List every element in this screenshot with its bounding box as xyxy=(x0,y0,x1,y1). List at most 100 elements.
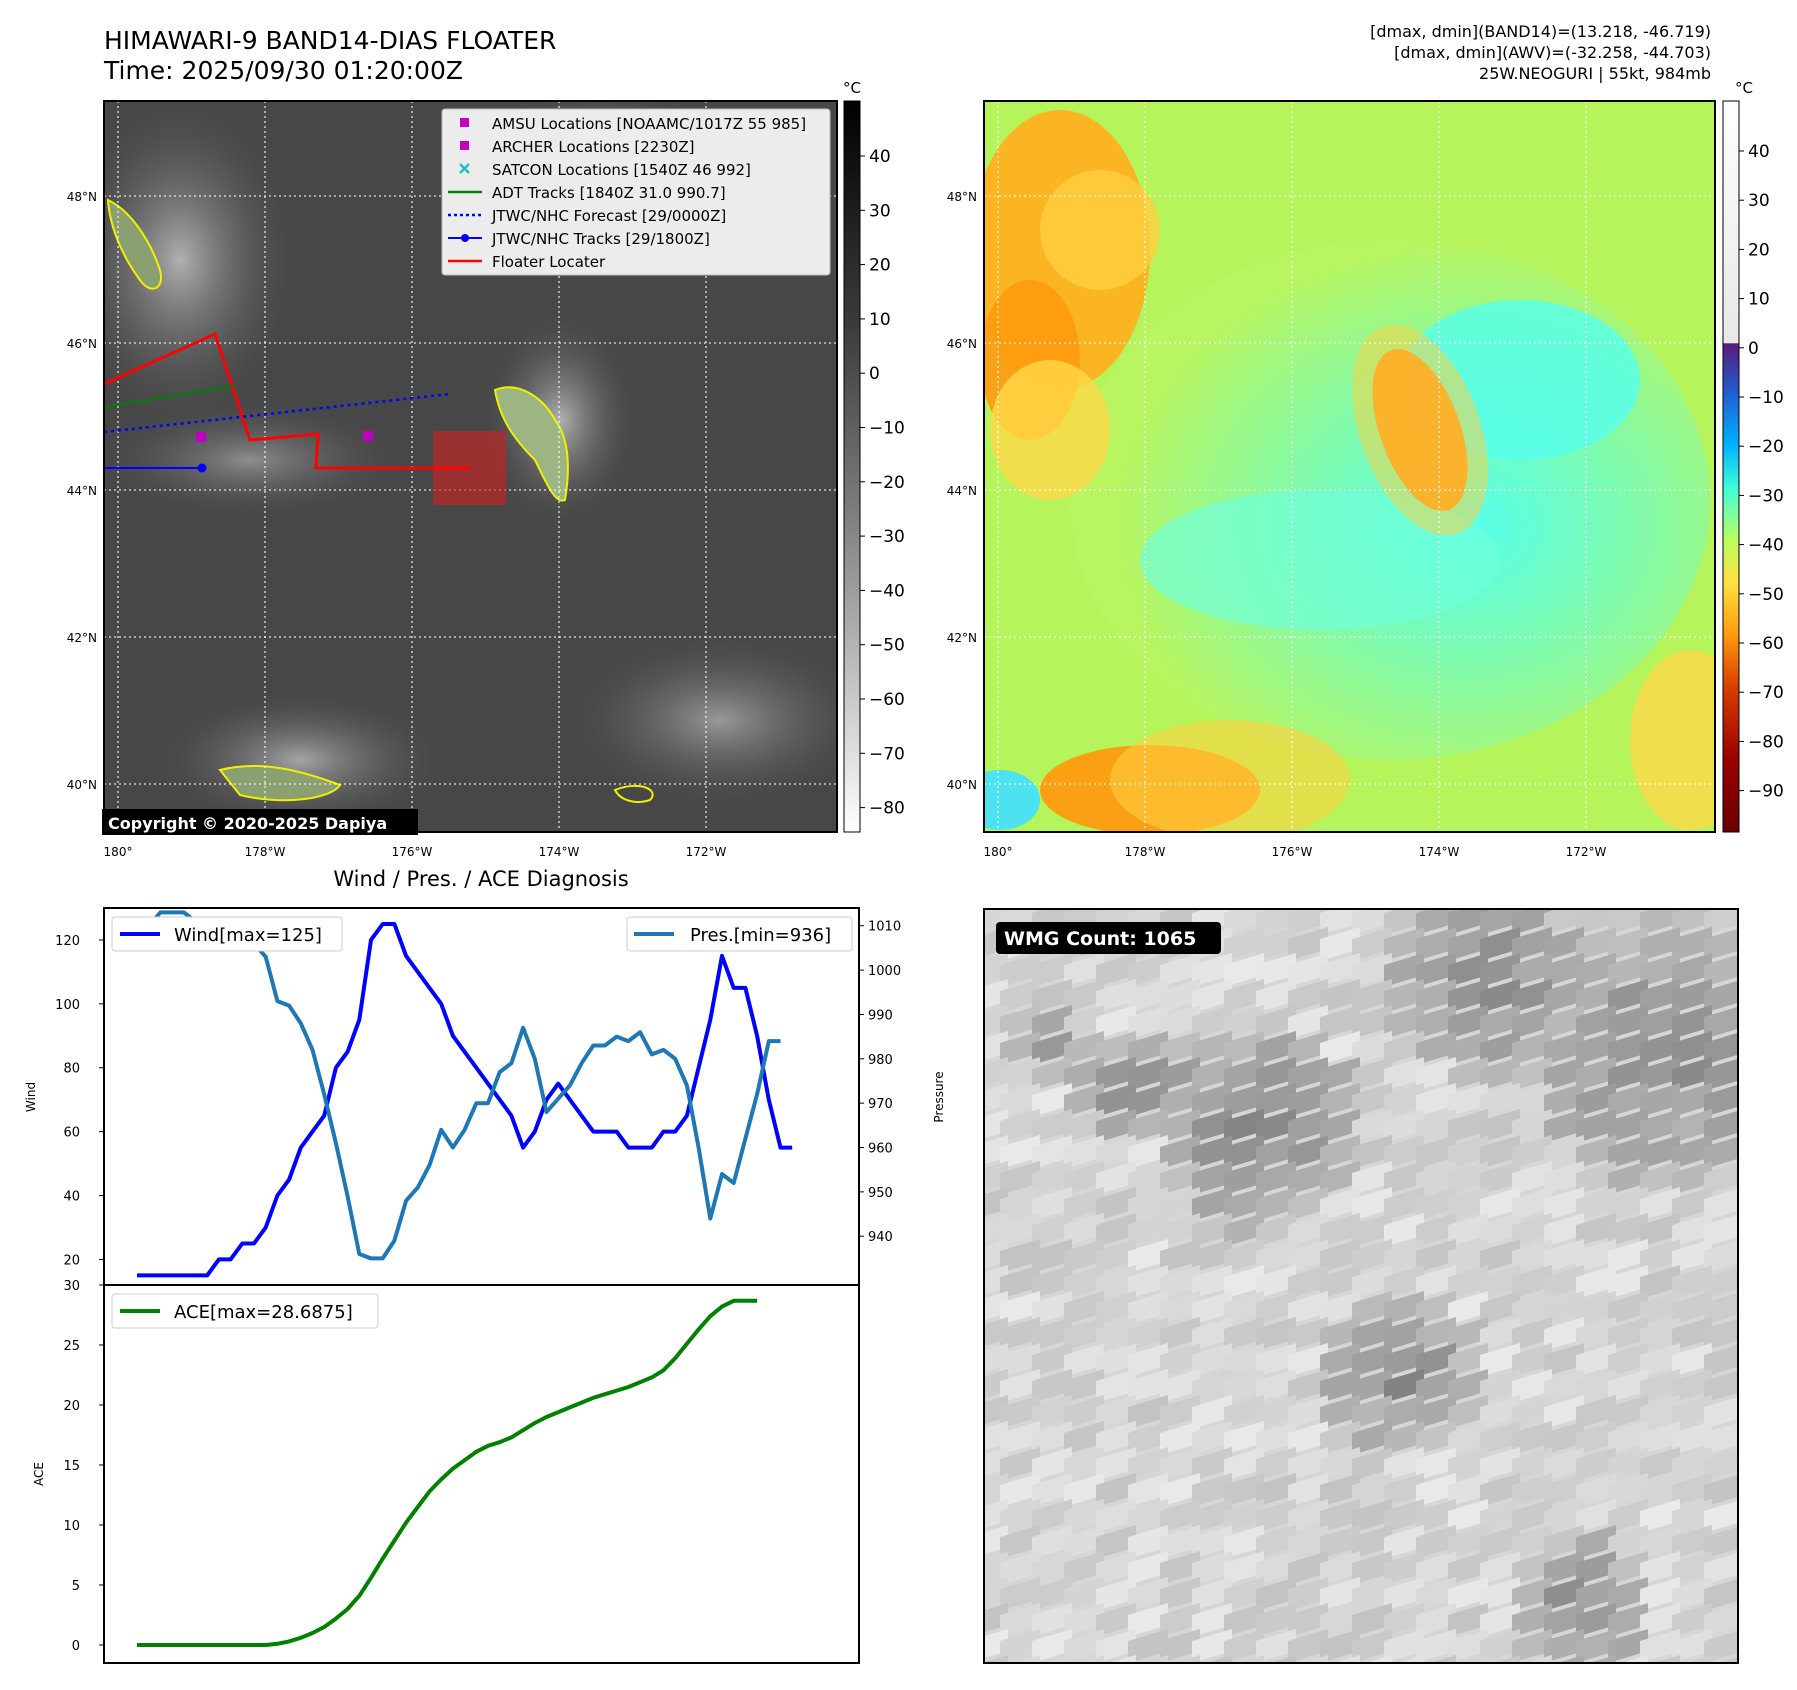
wmg-tile xyxy=(1480,1083,1520,1117)
colorbar-tick-label: −30 xyxy=(869,527,905,547)
wmg-tile xyxy=(1576,1499,1616,1533)
wmg-tile xyxy=(1192,1291,1232,1325)
wmg-tile xyxy=(1544,1187,1584,1221)
wmg-tile xyxy=(1160,1447,1200,1481)
wmg-tile xyxy=(1640,1447,1680,1481)
wmg-tile xyxy=(1320,1239,1360,1273)
wmg-tile xyxy=(1064,1109,1104,1143)
wmg-tile xyxy=(1000,1447,1040,1481)
wmg-tile xyxy=(1160,953,1200,987)
wmg-tile xyxy=(1320,909,1360,935)
wmg-tile xyxy=(1576,1213,1616,1247)
wmg-tile xyxy=(1160,1031,1200,1065)
wmg-tile xyxy=(1256,1161,1296,1195)
wmg-tile xyxy=(1589,1655,1616,1663)
colorbar-tick-label: −10 xyxy=(869,419,905,439)
colorbar-tick-label: −80 xyxy=(1748,732,1784,752)
pressure-tick-label: 1000 xyxy=(868,964,901,979)
wmg-tile xyxy=(1224,1109,1264,1143)
wmg-tile xyxy=(1480,927,1520,961)
wmg-tile xyxy=(1192,1005,1232,1039)
wmg-tile xyxy=(1416,1525,1456,1559)
wmg-tile xyxy=(1640,1629,1680,1663)
wmg-tile xyxy=(1608,1473,1648,1507)
wmg-tile xyxy=(1256,1603,1296,1637)
wmg-tile xyxy=(1032,1135,1072,1169)
wmg-tile xyxy=(1064,1005,1104,1039)
wmg-tile xyxy=(1448,1629,1488,1663)
wmg-tile xyxy=(1448,1603,1488,1637)
wmg-tile xyxy=(1045,1655,1072,1663)
wmg-tile xyxy=(1032,1005,1072,1039)
wmg-tile xyxy=(1672,1525,1712,1559)
wmg-tile xyxy=(1160,1109,1200,1143)
wmg-tile xyxy=(1448,1265,1488,1299)
wmg-tile xyxy=(1704,1344,1738,1377)
wmg-tile xyxy=(1512,1239,1552,1273)
wmg-tile xyxy=(1288,1135,1328,1169)
wmg-tile xyxy=(1256,1317,1296,1351)
wmg-tile xyxy=(1192,953,1232,987)
wmg-tile xyxy=(1384,1343,1424,1377)
wmg-tile xyxy=(1384,927,1424,961)
wmg-tile xyxy=(1672,979,1712,1013)
wmg-tile xyxy=(1512,909,1552,935)
wmg-tile xyxy=(1480,1317,1520,1351)
wmg-tile xyxy=(1704,954,1738,987)
wmg-tile xyxy=(1512,1161,1552,1195)
wmg-tile xyxy=(1256,1577,1296,1611)
wmg-tile xyxy=(1576,1057,1616,1091)
pressure-legend: Pres.[min=936] xyxy=(626,916,853,952)
wind-tick-label: 80 xyxy=(63,1062,80,1077)
wmg-tile xyxy=(1032,1109,1072,1143)
wmg-tile xyxy=(1096,1447,1136,1481)
wmg-tile xyxy=(1000,1135,1040,1169)
wmg-tile xyxy=(1128,1447,1168,1481)
wmg-tile xyxy=(1608,979,1648,1013)
wmg-tile xyxy=(1717,1656,1738,1663)
wmg-tile xyxy=(1288,1109,1328,1143)
legend-marker-x xyxy=(459,163,470,174)
colorbar-tick-label: 30 xyxy=(1748,191,1770,211)
wmg-tile xyxy=(1704,1266,1738,1299)
wmg-tile xyxy=(1000,1577,1040,1611)
wind-legend: Wind[max=125] xyxy=(111,916,343,952)
ir-lat-label: 40°N xyxy=(67,778,97,792)
wmg-tile xyxy=(1352,909,1392,935)
wmg-tile xyxy=(1608,1317,1648,1351)
jtwc-forecast-track xyxy=(103,392,451,434)
wmg-tile xyxy=(1032,1161,1072,1195)
wmg-tile xyxy=(1192,1473,1232,1507)
wmg-tile xyxy=(1320,1603,1360,1637)
wmg-tile xyxy=(1480,1577,1520,1611)
wmg-tile xyxy=(1416,1161,1456,1195)
pressure-tick-label: 1010 xyxy=(868,920,901,935)
wmg-tile xyxy=(1576,1577,1616,1611)
wmg-tile xyxy=(1384,1499,1424,1533)
wmg-tile xyxy=(1512,1343,1552,1377)
wind-tick-label: 100 xyxy=(55,998,80,1013)
wmg-tile xyxy=(1352,1135,1392,1169)
wmg-tile xyxy=(1128,1057,1168,1091)
wmg-tile xyxy=(1000,953,1040,987)
wmg-tile xyxy=(1224,1265,1264,1299)
wmg-tile xyxy=(1064,1239,1104,1273)
wmg-tile xyxy=(1704,1214,1738,1247)
wmg-tile xyxy=(1256,1239,1296,1273)
wmg-tile xyxy=(1160,1317,1200,1351)
wmg-tile xyxy=(1384,1057,1424,1091)
wmg-tile xyxy=(1608,953,1648,987)
wmg-tile xyxy=(1544,1135,1584,1169)
wmg-tile xyxy=(1512,1473,1552,1507)
wmg-tile xyxy=(1224,1057,1264,1091)
wmg-tile xyxy=(1064,1525,1104,1559)
wmg-tile xyxy=(1032,1265,1072,1299)
wmg-tile xyxy=(1288,927,1328,961)
wmg-tile xyxy=(1640,1213,1680,1247)
wmg-tile xyxy=(1256,1083,1296,1117)
legend-label: Floater Locater xyxy=(492,253,606,271)
wmg-tile xyxy=(1128,1499,1168,1533)
wmg-tile xyxy=(1397,1655,1424,1663)
wmg-tile xyxy=(1192,1551,1232,1585)
wmg-tile xyxy=(1704,1318,1738,1351)
